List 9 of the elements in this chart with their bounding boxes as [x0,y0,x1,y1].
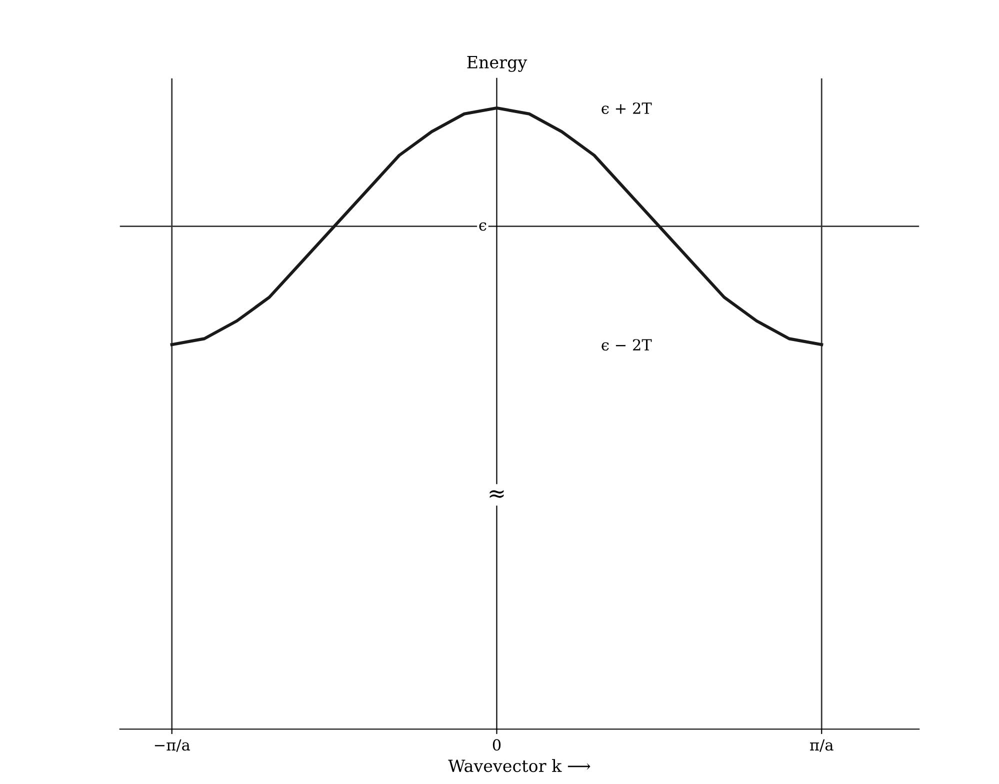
annotation: ≈ [490,490,504,498]
x-tick-label: −π/a [154,739,190,752]
x-tick-label: π/a [810,739,834,752]
y-tick-label: ϵ − 2T [602,339,652,351]
y-tick-label: ϵ + 2T [602,102,652,114]
x-tick-label: 0 [492,739,501,751]
ref-line-label: ϵ [479,222,486,231]
x-axis-title: Wavevector k ⟶ [448,759,590,772]
y-axis-title: Energy [467,56,528,72]
